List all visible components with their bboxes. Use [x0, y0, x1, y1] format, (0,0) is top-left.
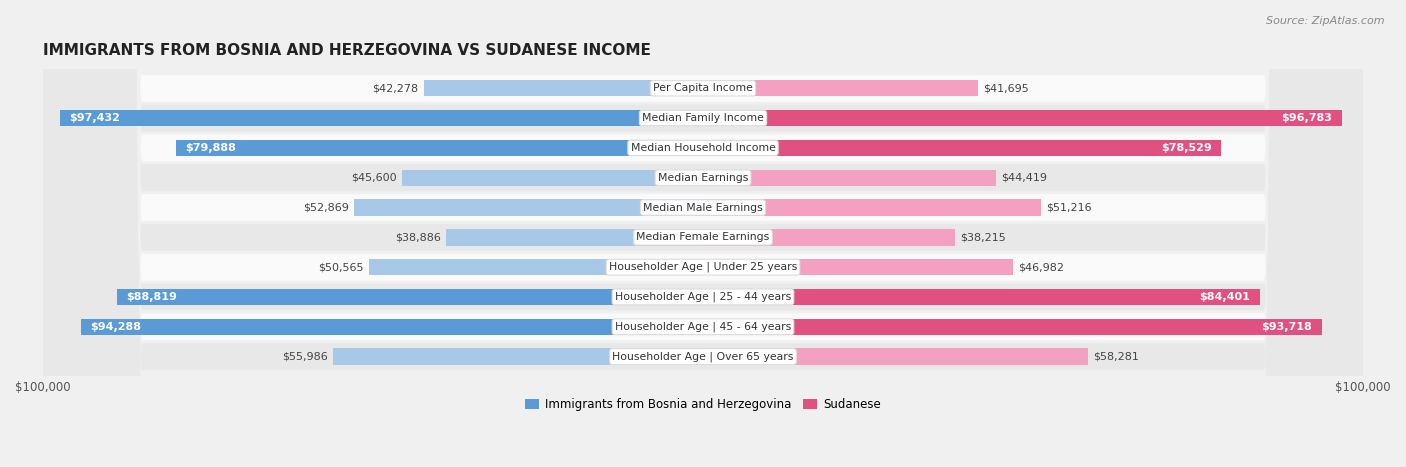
- Text: Householder Age | 45 - 64 years: Householder Age | 45 - 64 years: [614, 321, 792, 332]
- Bar: [703, 80, 979, 97]
- Text: $46,982: $46,982: [1018, 262, 1064, 272]
- Text: $84,401: $84,401: [1199, 292, 1250, 302]
- Bar: [446, 229, 703, 246]
- Text: $44,419: $44,419: [1001, 173, 1047, 183]
- Bar: [402, 170, 703, 186]
- Text: $38,886: $38,886: [395, 232, 441, 242]
- FancyBboxPatch shape: [42, 0, 1364, 467]
- Bar: [703, 110, 1341, 126]
- Bar: [703, 140, 1222, 156]
- Bar: [423, 80, 703, 97]
- Text: $93,718: $93,718: [1261, 322, 1312, 332]
- Text: $79,888: $79,888: [186, 143, 236, 153]
- Text: Median Female Earnings: Median Female Earnings: [637, 232, 769, 242]
- FancyBboxPatch shape: [42, 0, 1364, 467]
- FancyBboxPatch shape: [42, 0, 1364, 467]
- Text: Householder Age | Under 25 years: Householder Age | Under 25 years: [609, 262, 797, 272]
- Text: $50,565: $50,565: [318, 262, 364, 272]
- Text: $55,986: $55,986: [283, 352, 328, 361]
- Text: Median Earnings: Median Earnings: [658, 173, 748, 183]
- Bar: [703, 170, 997, 186]
- FancyBboxPatch shape: [42, 0, 1364, 467]
- Bar: [176, 140, 703, 156]
- Bar: [370, 259, 703, 276]
- Text: $45,600: $45,600: [352, 173, 396, 183]
- Bar: [703, 348, 1088, 365]
- FancyBboxPatch shape: [42, 0, 1364, 467]
- Text: Source: ZipAtlas.com: Source: ZipAtlas.com: [1267, 16, 1385, 26]
- Bar: [703, 199, 1040, 216]
- Text: $51,216: $51,216: [1046, 203, 1092, 212]
- Text: $97,432: $97,432: [70, 113, 121, 123]
- Text: Householder Age | Over 65 years: Householder Age | Over 65 years: [612, 351, 794, 362]
- FancyBboxPatch shape: [42, 0, 1364, 467]
- FancyBboxPatch shape: [42, 0, 1364, 467]
- Text: Median Family Income: Median Family Income: [643, 113, 763, 123]
- Text: IMMIGRANTS FROM BOSNIA AND HERZEGOVINA VS SUDANESE INCOME: IMMIGRANTS FROM BOSNIA AND HERZEGOVINA V…: [42, 43, 651, 58]
- Text: Per Capita Income: Per Capita Income: [652, 83, 754, 93]
- Bar: [117, 289, 703, 305]
- Text: $42,278: $42,278: [373, 83, 419, 93]
- Bar: [703, 318, 1322, 335]
- FancyBboxPatch shape: [42, 0, 1364, 467]
- Bar: [703, 259, 1014, 276]
- Bar: [80, 318, 703, 335]
- Text: Householder Age | 25 - 44 years: Householder Age | 25 - 44 years: [614, 292, 792, 302]
- Text: $96,783: $96,783: [1281, 113, 1331, 123]
- Text: Median Household Income: Median Household Income: [630, 143, 776, 153]
- Bar: [703, 289, 1260, 305]
- Bar: [333, 348, 703, 365]
- Text: $88,819: $88,819: [127, 292, 177, 302]
- Text: $52,869: $52,869: [302, 203, 349, 212]
- Legend: Immigrants from Bosnia and Herzegovina, Sudanese: Immigrants from Bosnia and Herzegovina, …: [520, 394, 886, 416]
- Text: $58,281: $58,281: [1092, 352, 1139, 361]
- Text: Median Male Earnings: Median Male Earnings: [643, 203, 763, 212]
- Text: $41,695: $41,695: [984, 83, 1029, 93]
- FancyBboxPatch shape: [42, 0, 1364, 467]
- Bar: [354, 199, 703, 216]
- Bar: [60, 110, 703, 126]
- Text: $78,529: $78,529: [1161, 143, 1212, 153]
- Bar: [703, 229, 955, 246]
- Text: $94,288: $94,288: [90, 322, 142, 332]
- Text: $38,215: $38,215: [960, 232, 1007, 242]
- FancyBboxPatch shape: [42, 0, 1364, 467]
